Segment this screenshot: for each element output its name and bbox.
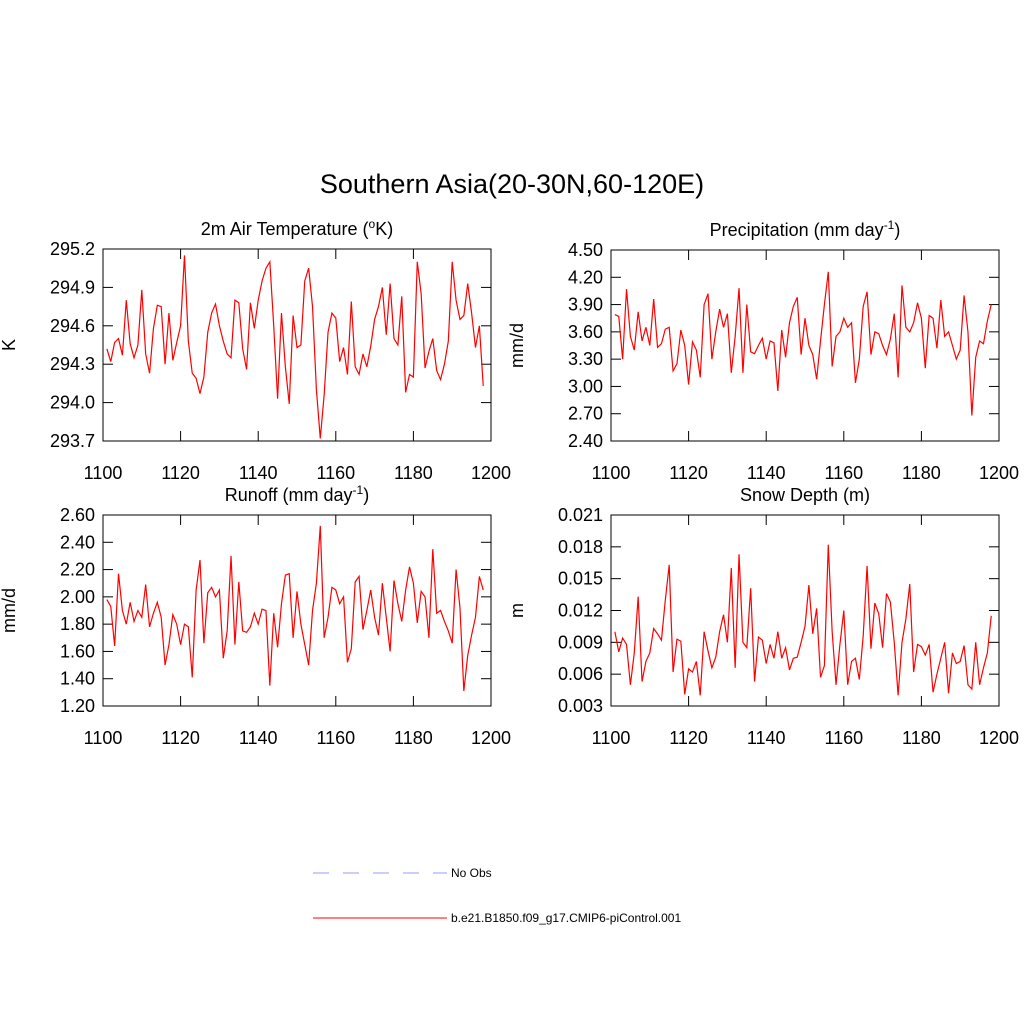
title-superscript: -1 — [353, 483, 364, 497]
y-tick-label: 2.70 — [568, 404, 603, 424]
y-tick-label: 3.90 — [568, 295, 603, 315]
x-tick-label: 1160 — [824, 728, 863, 748]
x-tick-label: 1140 — [747, 728, 786, 748]
x-tick-label: 1120 — [669, 728, 708, 748]
y-tick-label: 0.009 — [558, 632, 603, 652]
legend-label: No Obs — [451, 866, 492, 880]
y-tick-label: 0.018 — [558, 537, 603, 557]
x-tick-label: 1140 — [747, 463, 786, 483]
title-text: Runoff (mm day — [225, 485, 353, 505]
x-tick-label: 1100 — [84, 728, 123, 748]
figure-title: Southern Asia(20-30N,60-120E) — [320, 169, 704, 199]
y-tick-label: 1.20 — [60, 696, 95, 716]
y-tick-label: 2.60 — [60, 505, 95, 525]
title-text: 2m Air Temperature ( — [201, 219, 369, 239]
y-tick-label: 295.2 — [50, 239, 95, 259]
title-superscript: o — [369, 217, 376, 231]
plot-frame — [102, 248, 492, 442]
panel-title: Snow Depth (m) — [740, 485, 870, 505]
x-tick-label: 1100 — [592, 728, 631, 748]
data-line — [106, 255, 484, 439]
x-tick-label: 1100 — [592, 463, 631, 483]
x-tick-label: 1160 — [824, 463, 863, 483]
y-tick-label: 4.50 — [568, 240, 603, 260]
panel-title: Runoff (mm day-1) — [225, 483, 369, 505]
panel-title: Precipitation (mm day-1) — [710, 218, 901, 240]
x-tick-label: 1200 — [979, 728, 1019, 748]
x-tick-label: 1200 — [979, 463, 1019, 483]
panel-title: 2m Air Temperature (oK) — [201, 217, 393, 239]
x-tick-label: 1120 — [669, 463, 708, 483]
y-tick-label: 0.003 — [558, 696, 603, 716]
title-text: ) — [363, 485, 369, 505]
y-tick-label: 2.40 — [568, 431, 603, 451]
y-tick-label: 3.60 — [568, 322, 603, 342]
y-tick-label: 0.012 — [558, 601, 603, 621]
data-line — [106, 525, 484, 692]
plot-frame — [610, 249, 1000, 442]
y-tick-label: 294.9 — [50, 277, 95, 297]
x-tick-label: 1180 — [902, 463, 941, 483]
title-superscript: -1 — [884, 218, 895, 232]
title-text: Precipitation (mm day — [710, 220, 884, 240]
x-tick-label: 1160 — [316, 463, 355, 483]
y-tick-label: 294.6 — [50, 316, 95, 336]
data-line — [614, 544, 992, 696]
y-axis-label: mm/d — [507, 323, 527, 368]
y-tick-label: 2.40 — [60, 532, 95, 552]
x-tick-label: 1140 — [239, 728, 278, 748]
y-tick-label: 0.015 — [558, 569, 603, 589]
y-axis-label: K — [0, 339, 19, 351]
title-text: Snow Depth (m) — [740, 485, 870, 505]
legend-label: b.e21.B1850.f09_g17.CMIP6-piControl.001 — [451, 911, 681, 925]
title-text: K) — [375, 219, 393, 239]
y-tick-label: 1.80 — [60, 614, 95, 634]
x-tick-label: 1120 — [161, 463, 200, 483]
y-tick-label: 293.7 — [50, 431, 95, 451]
y-tick-label: 0.006 — [558, 664, 603, 684]
x-tick-label: 1160 — [316, 728, 355, 748]
x-tick-label: 1180 — [902, 728, 941, 748]
title-text: ) — [894, 220, 900, 240]
y-axis-label: m — [507, 603, 527, 618]
x-tick-label: 1140 — [239, 463, 278, 483]
y-tick-label: 2.00 — [60, 587, 95, 607]
y-tick-label: 3.00 — [568, 376, 603, 396]
y-axis-label: mm/d — [0, 588, 19, 633]
x-tick-label: 1180 — [394, 728, 433, 748]
x-tick-label: 1100 — [84, 463, 123, 483]
data-line — [614, 271, 992, 416]
x-tick-label: 1200 — [471, 463, 511, 483]
y-tick-label: 4.20 — [568, 267, 603, 287]
y-tick-label: 0.021 — [558, 505, 603, 525]
y-tick-label: 294.3 — [50, 354, 95, 374]
y-tick-label: 3.30 — [568, 349, 603, 369]
x-tick-label: 1200 — [471, 728, 511, 748]
plot-frame — [102, 514, 492, 707]
x-tick-label: 1180 — [394, 463, 433, 483]
y-tick-label: 294.0 — [50, 393, 95, 413]
x-tick-label: 1120 — [161, 728, 200, 748]
y-tick-label: 1.60 — [60, 641, 95, 661]
y-tick-label: 1.40 — [60, 669, 95, 689]
plot-frame — [610, 514, 1000, 707]
y-tick-label: 2.20 — [60, 560, 95, 580]
